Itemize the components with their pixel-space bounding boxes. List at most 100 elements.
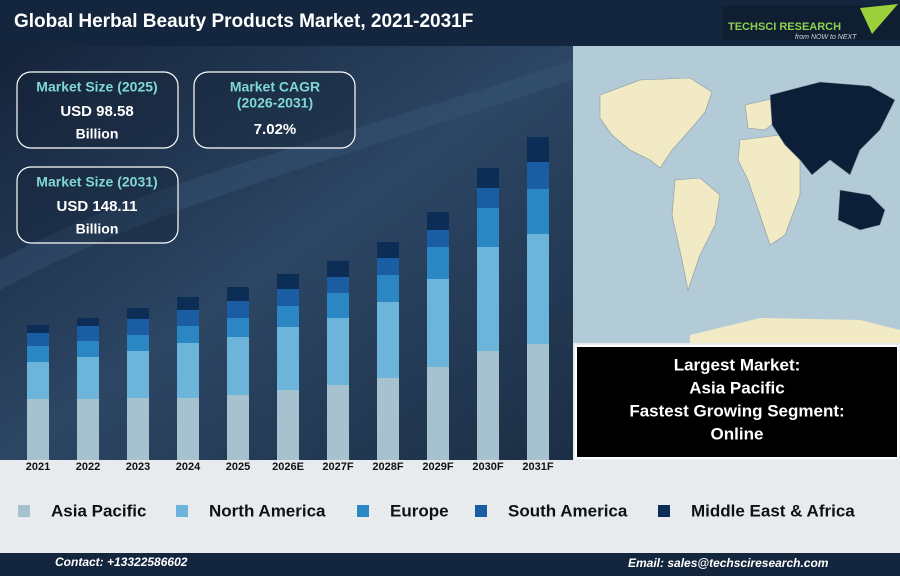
plot: [27, 137, 549, 460]
box-label: Market Size (2031): [36, 174, 157, 190]
north-america: [599, 77, 713, 169]
bar-segment: [427, 367, 449, 460]
asia: [769, 81, 896, 176]
bar-segment: [377, 242, 399, 258]
legend-label: Europe: [390, 501, 449, 520]
bar-segment: [27, 346, 49, 362]
legend-swatch: [18, 505, 30, 517]
x-tick-label: 2025: [226, 461, 250, 473]
bar-segment: [27, 325, 49, 333]
box-unit: Billion: [76, 126, 119, 142]
box-unit: Billion: [76, 221, 119, 237]
bar-segment: [77, 357, 99, 399]
bar-segment: [127, 351, 149, 398]
legend-swatch: [176, 505, 188, 517]
x-tick-label: 2031F: [522, 461, 553, 473]
x-tick-label: 2027F: [322, 461, 353, 473]
bar-segment: [327, 261, 349, 277]
streak: [0, 60, 573, 290]
x-tick-label: 2021: [26, 461, 50, 473]
footer-bar: [0, 553, 900, 576]
info-box: [16, 166, 179, 244]
bar-segment: [227, 301, 249, 318]
bar-segment: [427, 212, 449, 230]
bar-segment: [427, 230, 449, 247]
x-tick-label: 2030F: [472, 461, 503, 473]
bar-segment: [27, 362, 49, 399]
legend-swatch: [357, 505, 369, 517]
highlight-box: [575, 345, 899, 459]
x-tick-label: 2023: [126, 461, 150, 473]
bar-segment: [477, 188, 499, 208]
legend-label: Asia Pacific: [51, 501, 146, 520]
bar-segment: [377, 378, 399, 460]
bar-segment: [377, 302, 399, 378]
legend-label: South America: [508, 501, 628, 520]
highlight: Asia Pacific: [689, 378, 784, 397]
bar-segment: [77, 318, 99, 326]
bar-segment: [527, 137, 549, 162]
x-tick-label: 2029F: [422, 461, 453, 473]
box-value: 7.02%: [254, 121, 297, 138]
bar-segment: [527, 234, 549, 344]
bar-segment: [277, 327, 299, 390]
bar-segment: [527, 162, 549, 189]
x-tick-label: 2026E: [272, 461, 304, 473]
bar-segment: [77, 326, 99, 341]
highlight: Fastest Growing Segment:: [629, 401, 844, 420]
bar-segment: [277, 274, 299, 289]
bar-segment: [177, 398, 199, 460]
tagline: from NOW to NEXT: [795, 34, 857, 41]
box-value: USD 148.11: [57, 198, 138, 215]
bar-segment: [377, 275, 399, 302]
bar-segment: [177, 326, 199, 343]
box-label: Market Size (2025): [36, 79, 157, 95]
email: Email: sales@techsciresearch.com: [628, 556, 829, 570]
bar-segment: [477, 168, 499, 188]
bar-segment: [127, 308, 149, 319]
bar-segment: [127, 398, 149, 460]
bar-segment: [327, 318, 349, 385]
legend-swatch: [658, 505, 670, 517]
bar-segment: [127, 335, 149, 351]
bar-segment: [427, 279, 449, 367]
bar-segment: [227, 337, 249, 395]
highlight: Online: [711, 424, 764, 443]
legend-swatch: [475, 505, 487, 517]
antarctica: [690, 318, 900, 343]
x-tick-label: 2028F: [372, 461, 403, 473]
bar-segment: [77, 341, 99, 357]
south-america: [671, 177, 721, 292]
bar-segment: [77, 399, 99, 460]
box-label: Market CAGR: [230, 79, 320, 95]
logo-bg: [722, 6, 900, 40]
bar-segment: [277, 390, 299, 460]
bar-segment: [377, 258, 399, 275]
logo: TECHSCI RESEARCH: [728, 21, 841, 33]
bar-segment: [477, 247, 499, 351]
bar-segment: [177, 297, 199, 310]
highlight: Largest Market:: [674, 355, 801, 374]
bar-segment: [227, 318, 249, 337]
x-tick-label: 2022: [76, 461, 100, 473]
logo-mark: [860, 4, 898, 34]
bar-segment: [477, 208, 499, 247]
legend: Asia Pacific North America Europe South Ame…: [18, 501, 855, 520]
bar-segment: [327, 277, 349, 293]
title: Global Herbal Beauty Products Market, 20…: [14, 11, 473, 32]
bar-segment: [227, 287, 249, 301]
bar-segment: [27, 333, 49, 346]
legend-label: North America: [209, 501, 326, 520]
info-box: [193, 71, 356, 149]
bar-segment: [527, 189, 549, 234]
bar-segment: [227, 395, 249, 460]
bar-segment: [27, 399, 49, 460]
bar-segment: [177, 310, 199, 326]
bar-segment: [327, 385, 349, 460]
map: [573, 46, 900, 343]
bar-segment: [277, 289, 299, 306]
bar-segment: [177, 343, 199, 398]
oceania: [837, 189, 886, 231]
bar-segment: [277, 306, 299, 327]
